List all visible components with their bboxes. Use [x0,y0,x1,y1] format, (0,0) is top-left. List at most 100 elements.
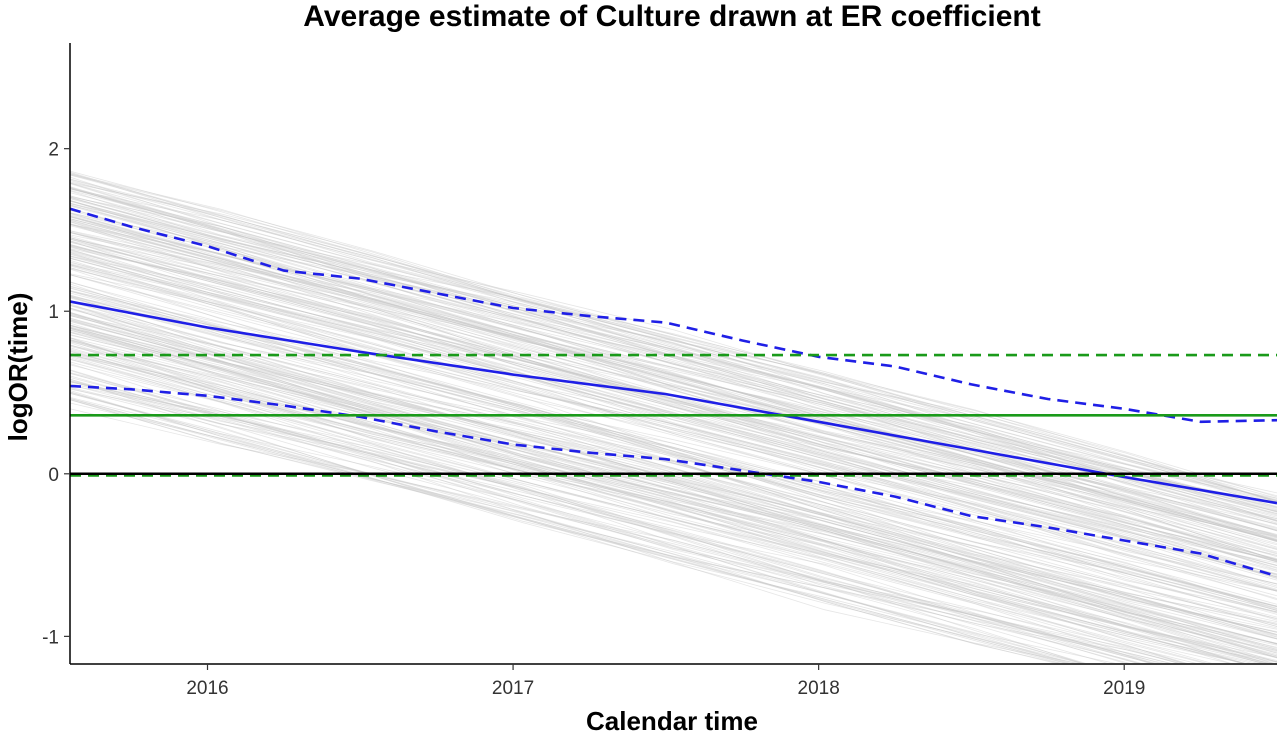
ensemble-line [70,364,1160,663]
ensemble-line [70,265,1277,599]
ensemble-line [70,381,1184,663]
ensemble-line [70,205,1277,513]
ensemble-line [70,237,1277,560]
ensemble-line [70,259,1277,592]
ensemble-line [70,378,1130,663]
ensemble-line [70,258,1277,581]
ensemble-line [70,290,1277,613]
ensemble-line [70,324,1277,651]
ensemble-line [70,178,1277,502]
y-tick-label: -1 [42,627,59,648]
ensemble-line [70,372,1179,663]
ensemble-line [70,192,1277,504]
ensemble-line [70,234,1277,561]
y-axis-ticks: -1 0 1 2 [42,140,70,648]
ensemble-line [70,350,1265,663]
y-tick-label: 0 [48,465,59,486]
ensemble-line [70,195,1277,518]
ensemble-line [70,181,1277,503]
ensemble-line [70,244,1277,560]
ensemble-line [70,384,1150,663]
ensemble-line [70,286,1277,621]
ensemble-line [70,182,1277,503]
ensemble-line [70,245,1277,563]
ensemble-line [70,237,1277,558]
ensemble-line [70,281,1277,618]
ensemble-line [70,274,1277,597]
ensemble-line [70,402,1076,663]
ensemble-line [70,218,1277,548]
ensemble-line [70,377,1180,663]
ensemble-line [70,372,1157,663]
ensemble-line [70,172,1277,494]
ensemble-line [70,170,1277,499]
y-tick-label: 2 [48,140,59,161]
ensemble-line [70,183,1277,508]
ensemble-line [70,328,1277,650]
ensemble-line [70,264,1277,591]
ensemble-line [70,363,1165,663]
ensemble-line [70,331,1277,645]
ensemble-line [70,304,1277,635]
ensemble-line [70,299,1277,607]
ensemble-line [70,188,1277,508]
ensemble-line [70,334,1277,658]
ensemble-line [70,392,1084,663]
ensemble-line [70,378,1086,663]
ensemble-line [70,296,1277,607]
ensemble-line [70,408,1079,663]
x-tick-label: 2017 [492,678,534,699]
ensemble-line [70,375,1172,663]
ensemble-line [70,341,1263,663]
ensemble-line [70,224,1277,544]
ensemble-line [70,309,1277,627]
ensemble-line [70,196,1277,507]
ensemble-line [70,174,1277,498]
series-mean-estimate [70,300,1277,505]
ensemble-line [70,307,1277,619]
ensemble-line [70,262,1277,578]
ensemble-line [70,339,1277,654]
ensemble-line [70,204,1277,531]
ensemble-line [70,303,1277,630]
ensemble-line [70,388,1126,663]
ensemble-line [70,189,1277,524]
ensemble-line [70,311,1277,632]
ensemble-line [70,345,1231,663]
ensemble-line [70,263,1277,579]
ensemble-line [70,200,1277,537]
ensemble-line [70,251,1277,575]
ensemble-line [70,327,1277,653]
ensemble-line [70,182,1277,520]
ensemble-line [70,208,1277,530]
ensemble-line [70,392,1082,663]
ensemble-line [70,319,1277,651]
ensemble-line [70,200,1277,521]
ensemble-line [70,179,1277,501]
ensemble-line [70,190,1277,504]
ensemble-line [70,328,1277,663]
ensemble-line [70,380,1108,663]
ensemble-line [70,327,1277,657]
ensemble-line [70,319,1277,629]
ensemble-line [70,253,1277,575]
ensemble-line [70,244,1277,556]
ensemble-line [70,317,1277,644]
ensemble-line [70,273,1277,587]
ensemble-line [70,250,1277,566]
ensemble-line [70,354,1241,663]
ensemble-line [70,307,1277,627]
ensemble-line [70,249,1277,571]
ensemble-line [70,352,1266,663]
bootstrap-ensemble-lines [70,170,1277,663]
ensemble-line [70,173,1277,502]
ensemble-line [70,290,1277,610]
ensemble-line [70,268,1277,588]
ensemble-line [70,337,1277,658]
ensemble-line [70,188,1277,511]
ensemble-line [70,255,1277,576]
ensemble-line [70,370,1140,663]
ensemble-line [70,327,1277,644]
ensemble-line [70,267,1277,585]
